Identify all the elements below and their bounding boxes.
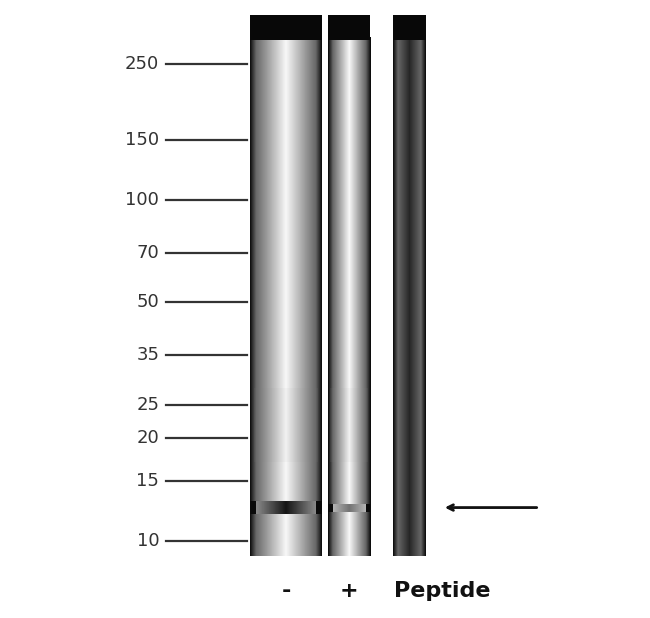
Text: 10: 10 [136,531,159,549]
Text: 35: 35 [136,346,159,364]
Text: 100: 100 [125,191,159,209]
Text: 150: 150 [125,130,159,149]
Text: 20: 20 [136,429,159,447]
Text: 15: 15 [136,472,159,489]
Bar [393,15,426,40]
Text: 50: 50 [136,294,159,311]
Text: +: + [340,581,358,601]
Text: 250: 250 [125,55,159,73]
Text: -: - [281,581,291,601]
Text: Peptide: Peptide [394,581,490,601]
Text: 25: 25 [136,396,159,414]
Bar [250,15,322,40]
Text: 70: 70 [136,243,159,261]
Bar [328,15,370,40]
